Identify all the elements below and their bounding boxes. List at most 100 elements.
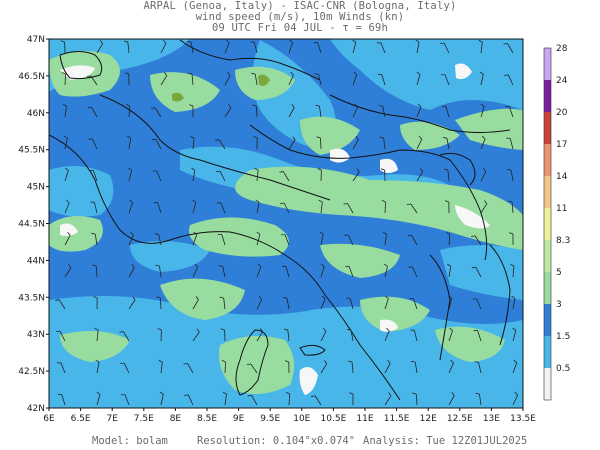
wind-barb <box>127 135 132 150</box>
wind-barb <box>347 329 354 342</box>
wind-barb <box>256 231 261 246</box>
wind-barb <box>320 295 326 310</box>
longitude-axis: 6E 6.5E 7E 7.5E 8E 8.5E 9E 9.5E 10E 10.5E 11E 11.5E… <box>43 408 536 424</box>
wind-barb <box>220 328 226 342</box>
wind-barb <box>91 232 98 246</box>
wind-barb <box>64 232 71 246</box>
wind-barb <box>448 295 453 310</box>
wind-barb <box>510 263 515 278</box>
wind-barb <box>314 73 322 86</box>
wind-barb <box>503 43 514 54</box>
wind-barb <box>216 202 226 214</box>
wind-barb <box>320 360 328 374</box>
wind-barb <box>384 360 391 374</box>
wind-barb <box>64 264 72 278</box>
wind-barb <box>447 263 452 278</box>
wind-barb <box>192 263 199 278</box>
lon-tick-label: 11.5E <box>384 414 410 424</box>
wind-barb <box>191 167 196 182</box>
wind-barb <box>215 139 226 150</box>
wind-barb <box>120 362 130 374</box>
lon-tick-label: 8.5E <box>197 414 217 424</box>
lon-tick-label: 12.5E <box>447 414 473 424</box>
colorbar-segment <box>544 304 551 336</box>
wind-barb <box>407 234 418 246</box>
wind-barb <box>87 106 98 118</box>
wind-barb <box>128 199 133 214</box>
wind-barb <box>283 328 290 342</box>
wind-barb <box>62 103 67 118</box>
lon-tick-label: 10.5E <box>321 414 347 424</box>
wind-barb <box>281 234 290 246</box>
wind-barb <box>378 105 386 118</box>
lat-tick-label: 47N <box>27 35 45 45</box>
wind-barb <box>509 232 514 245</box>
wind-barb <box>128 296 136 310</box>
colorbar-segment <box>544 48 551 80</box>
footer-resolution: Resolution: 0.104°x0.074° <box>197 435 356 447</box>
wind-barb <box>379 136 386 150</box>
wind-barb <box>55 299 66 310</box>
wind-barb <box>479 71 484 86</box>
colorbar-label: 28 <box>556 44 568 54</box>
wind-barb <box>473 329 482 342</box>
wind-barb <box>253 136 258 150</box>
wind-barb <box>88 138 98 150</box>
wind-barb <box>376 42 386 54</box>
wind-barb <box>504 74 514 86</box>
wind-barb <box>157 328 162 342</box>
wind-barb <box>343 203 354 214</box>
wind-barb <box>217 233 226 246</box>
colorbar-label: 11 <box>556 204 567 214</box>
wind-barb <box>441 74 450 86</box>
lat-tick-label: 44.5N <box>18 220 45 230</box>
lon-tick-label: 12E <box>420 414 437 424</box>
wind-barb <box>128 167 133 182</box>
wind-barb <box>288 39 293 54</box>
wind-barb <box>440 42 450 54</box>
colorbar-segment <box>544 368 551 400</box>
wind-barb <box>285 391 291 406</box>
wind-barb <box>60 40 66 54</box>
colorbar-frame <box>543 47 552 401</box>
wind-barb <box>415 39 420 54</box>
wind-barb <box>256 263 262 278</box>
wind-barb <box>63 135 68 150</box>
wind-speed-field <box>49 39 523 408</box>
wind-barb <box>64 199 70 214</box>
wind-barb <box>448 359 454 374</box>
wind-barb <box>412 392 418 406</box>
footer-analysis: Analysis: Tue 12Z01JUL2025 <box>363 435 528 447</box>
wind-barb <box>506 137 514 150</box>
lon-tick-label: 7.5E <box>134 414 154 424</box>
wind-barb <box>512 391 519 406</box>
lon-tick-label: 6.5E <box>71 414 91 424</box>
colorbar-segment <box>544 112 551 144</box>
colorbar-segment <box>544 144 551 176</box>
wind-barb <box>192 231 198 246</box>
wind-barbs <box>55 39 519 406</box>
wind-barb <box>189 104 194 117</box>
wind-barb <box>441 105 450 118</box>
wind-barb <box>128 231 134 246</box>
lat-tick-label: 44N <box>27 256 45 266</box>
title-variable: wind speed (m/s), 10m Winds (kn) <box>195 11 405 23</box>
wind-barb <box>511 295 516 310</box>
wind-barb <box>474 361 482 374</box>
wind-barb <box>123 40 130 54</box>
wind-barb <box>512 327 517 342</box>
lat-tick-label: 43N <box>27 330 45 340</box>
wind-barb <box>384 295 389 310</box>
wind-barb <box>160 39 167 54</box>
wind-barb <box>478 39 483 54</box>
wind-barb <box>346 297 354 310</box>
wind-barb <box>125 103 131 118</box>
wind-barb <box>95 359 100 374</box>
wind-barb <box>89 170 98 182</box>
wind-barb <box>281 265 290 278</box>
wind-barb <box>320 263 325 278</box>
lon-tick-label: 10E <box>293 414 310 424</box>
lon-tick-label: 7E <box>106 414 118 424</box>
wind-barb <box>252 104 258 118</box>
wind-barb <box>246 363 258 374</box>
